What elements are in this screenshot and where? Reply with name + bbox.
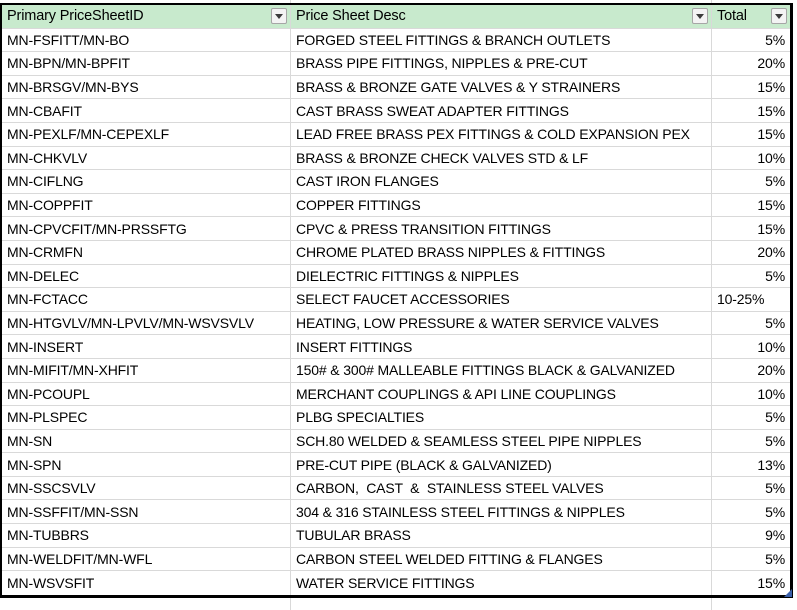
cell-price-sheet-desc[interactable]: HEATING, LOW PRESSURE & WATER SERVICE VA… [291, 311, 712, 336]
cell-pricesheet-id[interactable]: MN-CBAFIT [2, 99, 291, 123]
cell-total[interactable]: 5% [712, 500, 790, 525]
cell-total[interactable]: 15% [712, 99, 790, 123]
cell-pricesheet-id[interactable]: MN-SPN [2, 453, 291, 477]
cell-price-sheet-desc[interactable]: WATER SERVICE FITTINGS [291, 571, 712, 595]
gridline [290, 598, 291, 610]
cell-price-sheet-desc[interactable]: SCH.80 WELDED & SEAMLESS STEEL PIPE NIPP… [291, 429, 712, 454]
cell-price-sheet-desc[interactable]: LEAD FREE BRASS PEX FITTINGS & COLD EXPA… [291, 122, 712, 147]
cell-pricesheet-id[interactable]: MN-WSVSFIT [2, 571, 291, 595]
cell-price-sheet-desc[interactable]: BRASS PIPE FITTINGS, NIPPLES & PRE-CUT [291, 52, 712, 76]
cell-price-sheet-desc[interactable]: TUBULAR BRASS [291, 524, 712, 548]
cell-total[interactable]: 20% [712, 241, 790, 265]
gridline [711, 0, 712, 3]
filter-dropdown-button[interactable] [771, 8, 787, 25]
column-header-label: Primary PriceSheetID [7, 8, 144, 25]
cell-total[interactable]: 10% [712, 383, 790, 407]
cell-total[interactable]: 5% [712, 406, 790, 430]
partial-row-below [0, 598, 793, 610]
cell-total[interactable]: 20% [712, 359, 790, 383]
header-cell-price-sheet-desc[interactable]: Price Sheet Desc [291, 5, 712, 29]
partial-row-above [0, 0, 793, 3]
cell-total[interactable]: 5% [712, 29, 790, 53]
header-cell-total[interactable]: Total [712, 5, 790, 29]
cell-pricesheet-id[interactable]: MN-HTGVLV/MN-LPVLV/MN-WSVSVLV [2, 311, 291, 336]
cell-price-sheet-desc[interactable]: PLBG SPECIALTIES [291, 406, 712, 430]
cell-price-sheet-desc[interactable]: 150# & 300# MALLEABLE FITTINGS BLACK & G… [291, 358, 712, 383]
cell-price-sheet-desc[interactable]: BRASS & BRONZE GATE VALVES & Y STRAINERS [291, 75, 712, 100]
cell-total[interactable]: 5% [712, 477, 790, 501]
cell-total[interactable]: 5% [712, 170, 790, 194]
cell-total[interactable]: 15% [712, 76, 790, 100]
filter-dropdown-icon [696, 13, 704, 19]
cell-price-sheet-desc[interactable]: FORGED STEEL FITTINGS & BRANCH OUTLETS [291, 28, 712, 53]
cell-pricesheet-id[interactable]: MN-PCOUPL [2, 382, 291, 407]
cell-pricesheet-id[interactable]: MN-SSCSVLV [2, 476, 291, 501]
cell-price-sheet-desc[interactable]: SELECT FAUCET ACCESSORIES [291, 288, 712, 312]
cell-price-sheet-desc[interactable]: PRE-CUT PIPE (BLACK & GALVANIZED) [291, 453, 712, 477]
cell-pricesheet-id[interactable]: MN-CIFLNG [2, 170, 291, 194]
header-cell-primary-pricesheetid[interactable]: Primary PriceSheetID [2, 5, 291, 29]
cell-total[interactable]: 15% [712, 194, 790, 218]
cell-pricesheet-id[interactable]: MN-INSERT [2, 335, 291, 359]
cell-price-sheet-desc[interactable]: BRASS & BRONZE CHECK VALVES STD & LF [291, 146, 712, 171]
cell-price-sheet-desc[interactable]: CARBON, CAST & STAINLESS STEEL VALVES [291, 476, 712, 501]
cell-price-sheet-desc[interactable]: CPVC & PRESS TRANSITION FITTINGS [291, 217, 712, 241]
cell-total[interactable]: 9% [712, 524, 790, 548]
cell-pricesheet-id[interactable]: MN-WELDFIT/MN-WFL [2, 547, 291, 572]
cell-total[interactable]: 13% [712, 453, 790, 477]
cell-pricesheet-id[interactable]: MN-FSFITT/MN-BO [2, 28, 291, 53]
cell-total[interactable]: 10-25% [712, 288, 790, 312]
cell-price-sheet-desc[interactable]: DIELECTRIC FITTINGS & NIPPLES [291, 264, 712, 289]
cell-total[interactable]: 5% [712, 265, 790, 289]
cell-price-sheet-desc[interactable]: CHROME PLATED BRASS NIPPLES & FITTINGS [291, 240, 712, 265]
cell-price-sheet-desc[interactable]: CARBON STEEL WELDED FITTING & FLANGES [291, 547, 712, 572]
cell-price-sheet-desc[interactable]: CAST BRASS SWEAT ADAPTER FITTINGS [291, 99, 712, 123]
sheet-grid: Primary PriceSheetID Price Sheet Desc To… [2, 5, 790, 595]
filter-dropdown-button[interactable] [692, 8, 708, 25]
cell-price-sheet-desc[interactable]: INSERT FITTINGS [291, 335, 712, 359]
filter-dropdown-button[interactable] [271, 8, 287, 25]
cell-total[interactable]: 5% [712, 312, 790, 336]
cell-pricesheet-id[interactable]: MN-CHKVLV [2, 146, 291, 171]
filter-dropdown-icon [275, 13, 283, 19]
cell-pricesheet-id[interactable]: MN-BPN/MN-BPFIT [2, 52, 291, 76]
gridline [290, 0, 291, 3]
selection-corner-handle[interactable] [784, 589, 792, 597]
cell-pricesheet-id[interactable]: MN-BRSGV/MN-BYS [2, 75, 291, 100]
cell-price-sheet-desc[interactable]: 304 & 316 STAINLESS STEEL FITTINGS & NIP… [291, 500, 712, 525]
cell-pricesheet-id[interactable]: MN-PEXLF/MN-CEPEXLF [2, 122, 291, 147]
filter-dropdown-icon [775, 13, 783, 19]
cell-pricesheet-id[interactable]: MN-CPVCFIT/MN-PRSSFTG [2, 217, 291, 241]
cell-total[interactable]: 15% [712, 123, 790, 147]
cell-total[interactable]: 10% [712, 147, 790, 171]
column-header-label: Price Sheet Desc [296, 8, 406, 25]
cell-price-sheet-desc[interactable]: MERCHANT COUPLINGS & API LINE COUPLINGS [291, 382, 712, 407]
cell-pricesheet-id[interactable]: MN-PLSPEC [2, 406, 291, 430]
cell-price-sheet-desc[interactable]: COPPER FITTINGS [291, 193, 712, 218]
cell-total[interactable]: 5% [712, 430, 790, 454]
cell-total[interactable]: 10% [712, 335, 790, 359]
cell-pricesheet-id[interactable]: MN-SN [2, 429, 291, 454]
cell-total[interactable]: 15% [757, 575, 785, 592]
cell-total[interactable]: 5% [712, 548, 790, 572]
cell-pricesheet-id[interactable]: MN-SSFFIT/MN-SSN [2, 500, 291, 525]
column-header-label: Total [717, 8, 747, 25]
cell-pricesheet-id[interactable]: MN-COPPFIT [2, 193, 291, 218]
price-sheet-table: Primary PriceSheetID Price Sheet Desc To… [0, 3, 793, 598]
gridline [711, 598, 712, 610]
cell-pricesheet-id[interactable]: MN-DELEC [2, 264, 291, 289]
cell-pricesheet-id[interactable]: MN-TUBBRS [2, 524, 291, 548]
cell-pricesheet-id[interactable]: MN-CRMFN [2, 240, 291, 265]
cell-total[interactable]: 20% [712, 52, 790, 76]
cell-pricesheet-id[interactable]: MN-FCTACC [2, 288, 291, 312]
cell-pricesheet-id[interactable]: MN-MIFIT/MN-XHFIT [2, 358, 291, 383]
cell-price-sheet-desc[interactable]: CAST IRON FLANGES [291, 170, 712, 194]
cell-total[interactable]: 15% [712, 217, 790, 241]
